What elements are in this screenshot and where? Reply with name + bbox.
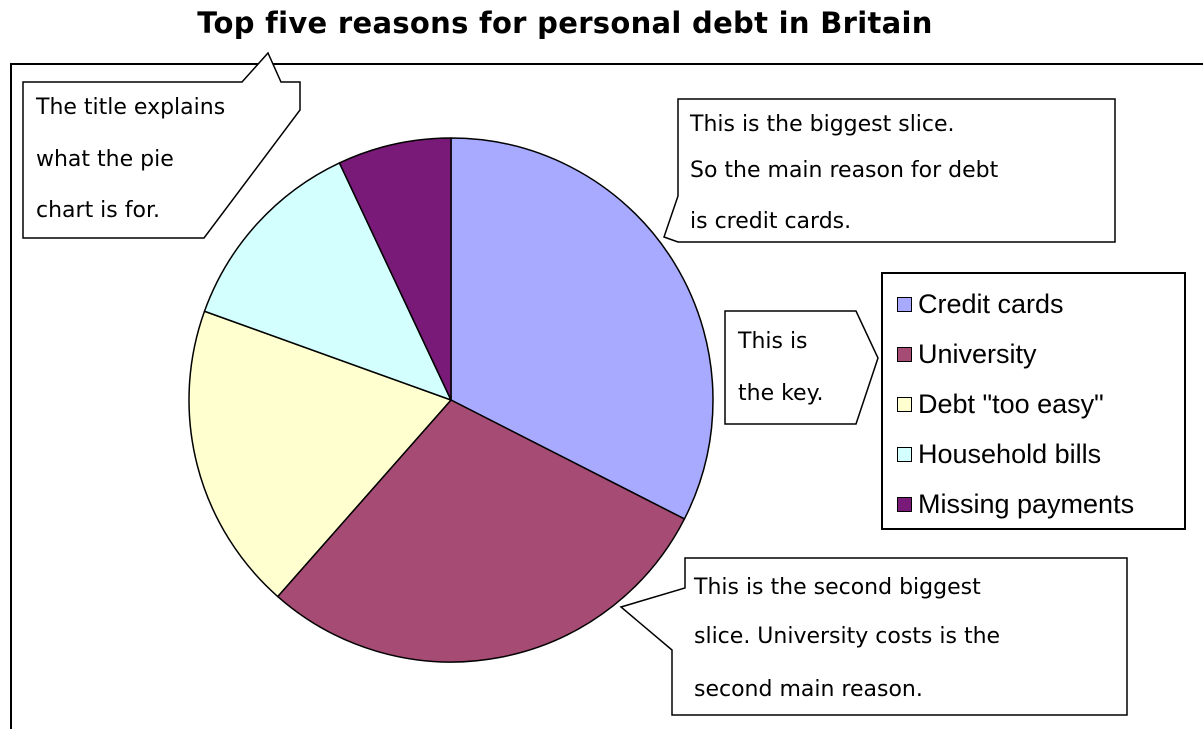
legend-item-debt-too-easy: Debt "too easy" — [897, 384, 1104, 424]
legend: Credit cards University Debt "too easy" … — [881, 272, 1186, 530]
pie-slice-missing-payments — [338, 137, 452, 401]
pie-slice-credit-cards — [450, 137, 714, 520]
callout-second-slice-line-1: This is the second biggest — [693, 575, 981, 600]
callout-biggest-slice-line-3: is credit cards. — [690, 209, 851, 234]
legend-swatch-debt-too-easy — [897, 396, 912, 412]
pie-slice-debt-too-easy — [188, 310, 452, 598]
callout-title-note-line-3: chart is for. — [36, 198, 160, 223]
callout-key-note-line-2: the key. — [738, 381, 823, 406]
legend-item-household-bills: Household bills — [897, 434, 1101, 474]
legend-item-university: University — [897, 334, 1037, 374]
callout-second-slice: This is the second biggest slice. Univer… — [619, 557, 1128, 716]
callout-biggest-slice: This is the biggest slice. So the main r… — [663, 98, 1116, 243]
pie-slice-university — [276, 399, 686, 663]
callout-title-note-line-1: The title explains — [35, 95, 225, 120]
callout-key-note-line-1: This is — [737, 329, 808, 354]
callout-biggest-slice-line-1: This is the biggest slice. — [689, 112, 955, 137]
callout-second-slice-shape — [619, 557, 1128, 716]
pie-slices — [188, 137, 714, 663]
chart-frame — [10, 63, 1203, 729]
callout-biggest-slice-shape — [663, 98, 1116, 243]
callout-second-slice-line-2: slice. University costs is the — [694, 624, 1000, 649]
legend-item-missing-payments: Missing payments — [897, 484, 1134, 524]
legend-swatch-missing-payments — [897, 496, 912, 512]
pie-slice-household-bills — [203, 162, 452, 401]
callout-second-slice-line-3: second main reason. — [694, 677, 923, 702]
legend-swatch-university — [897, 346, 912, 362]
legend-label-missing-payments: Missing payments — [918, 488, 1135, 519]
callout-title-note-line-2: what the pie — [36, 147, 174, 172]
legend-item-credit-cards: Credit cards — [897, 284, 1064, 324]
chart-title: Top five reasons for personal debt in Br… — [197, 6, 933, 40]
legend-swatch-household-bills — [897, 446, 912, 462]
callout-key-note-shape — [724, 310, 879, 425]
callout-title-note-shape — [22, 51, 301, 239]
legend-label-household-bills: Household bills — [918, 438, 1102, 469]
callout-biggest-slice-line-2: So the main reason for debt — [690, 158, 999, 183]
legend-label-university: University — [918, 338, 1037, 369]
legend-label-debt-too-easy: Debt "too easy" — [918, 388, 1104, 419]
callout-key-note: This is the key. — [724, 310, 879, 425]
legend-label-credit-cards: Credit cards — [918, 288, 1064, 319]
callout-title-note: The title explains what the pie chart is… — [22, 51, 301, 239]
legend-swatch-credit-cards — [897, 296, 912, 312]
